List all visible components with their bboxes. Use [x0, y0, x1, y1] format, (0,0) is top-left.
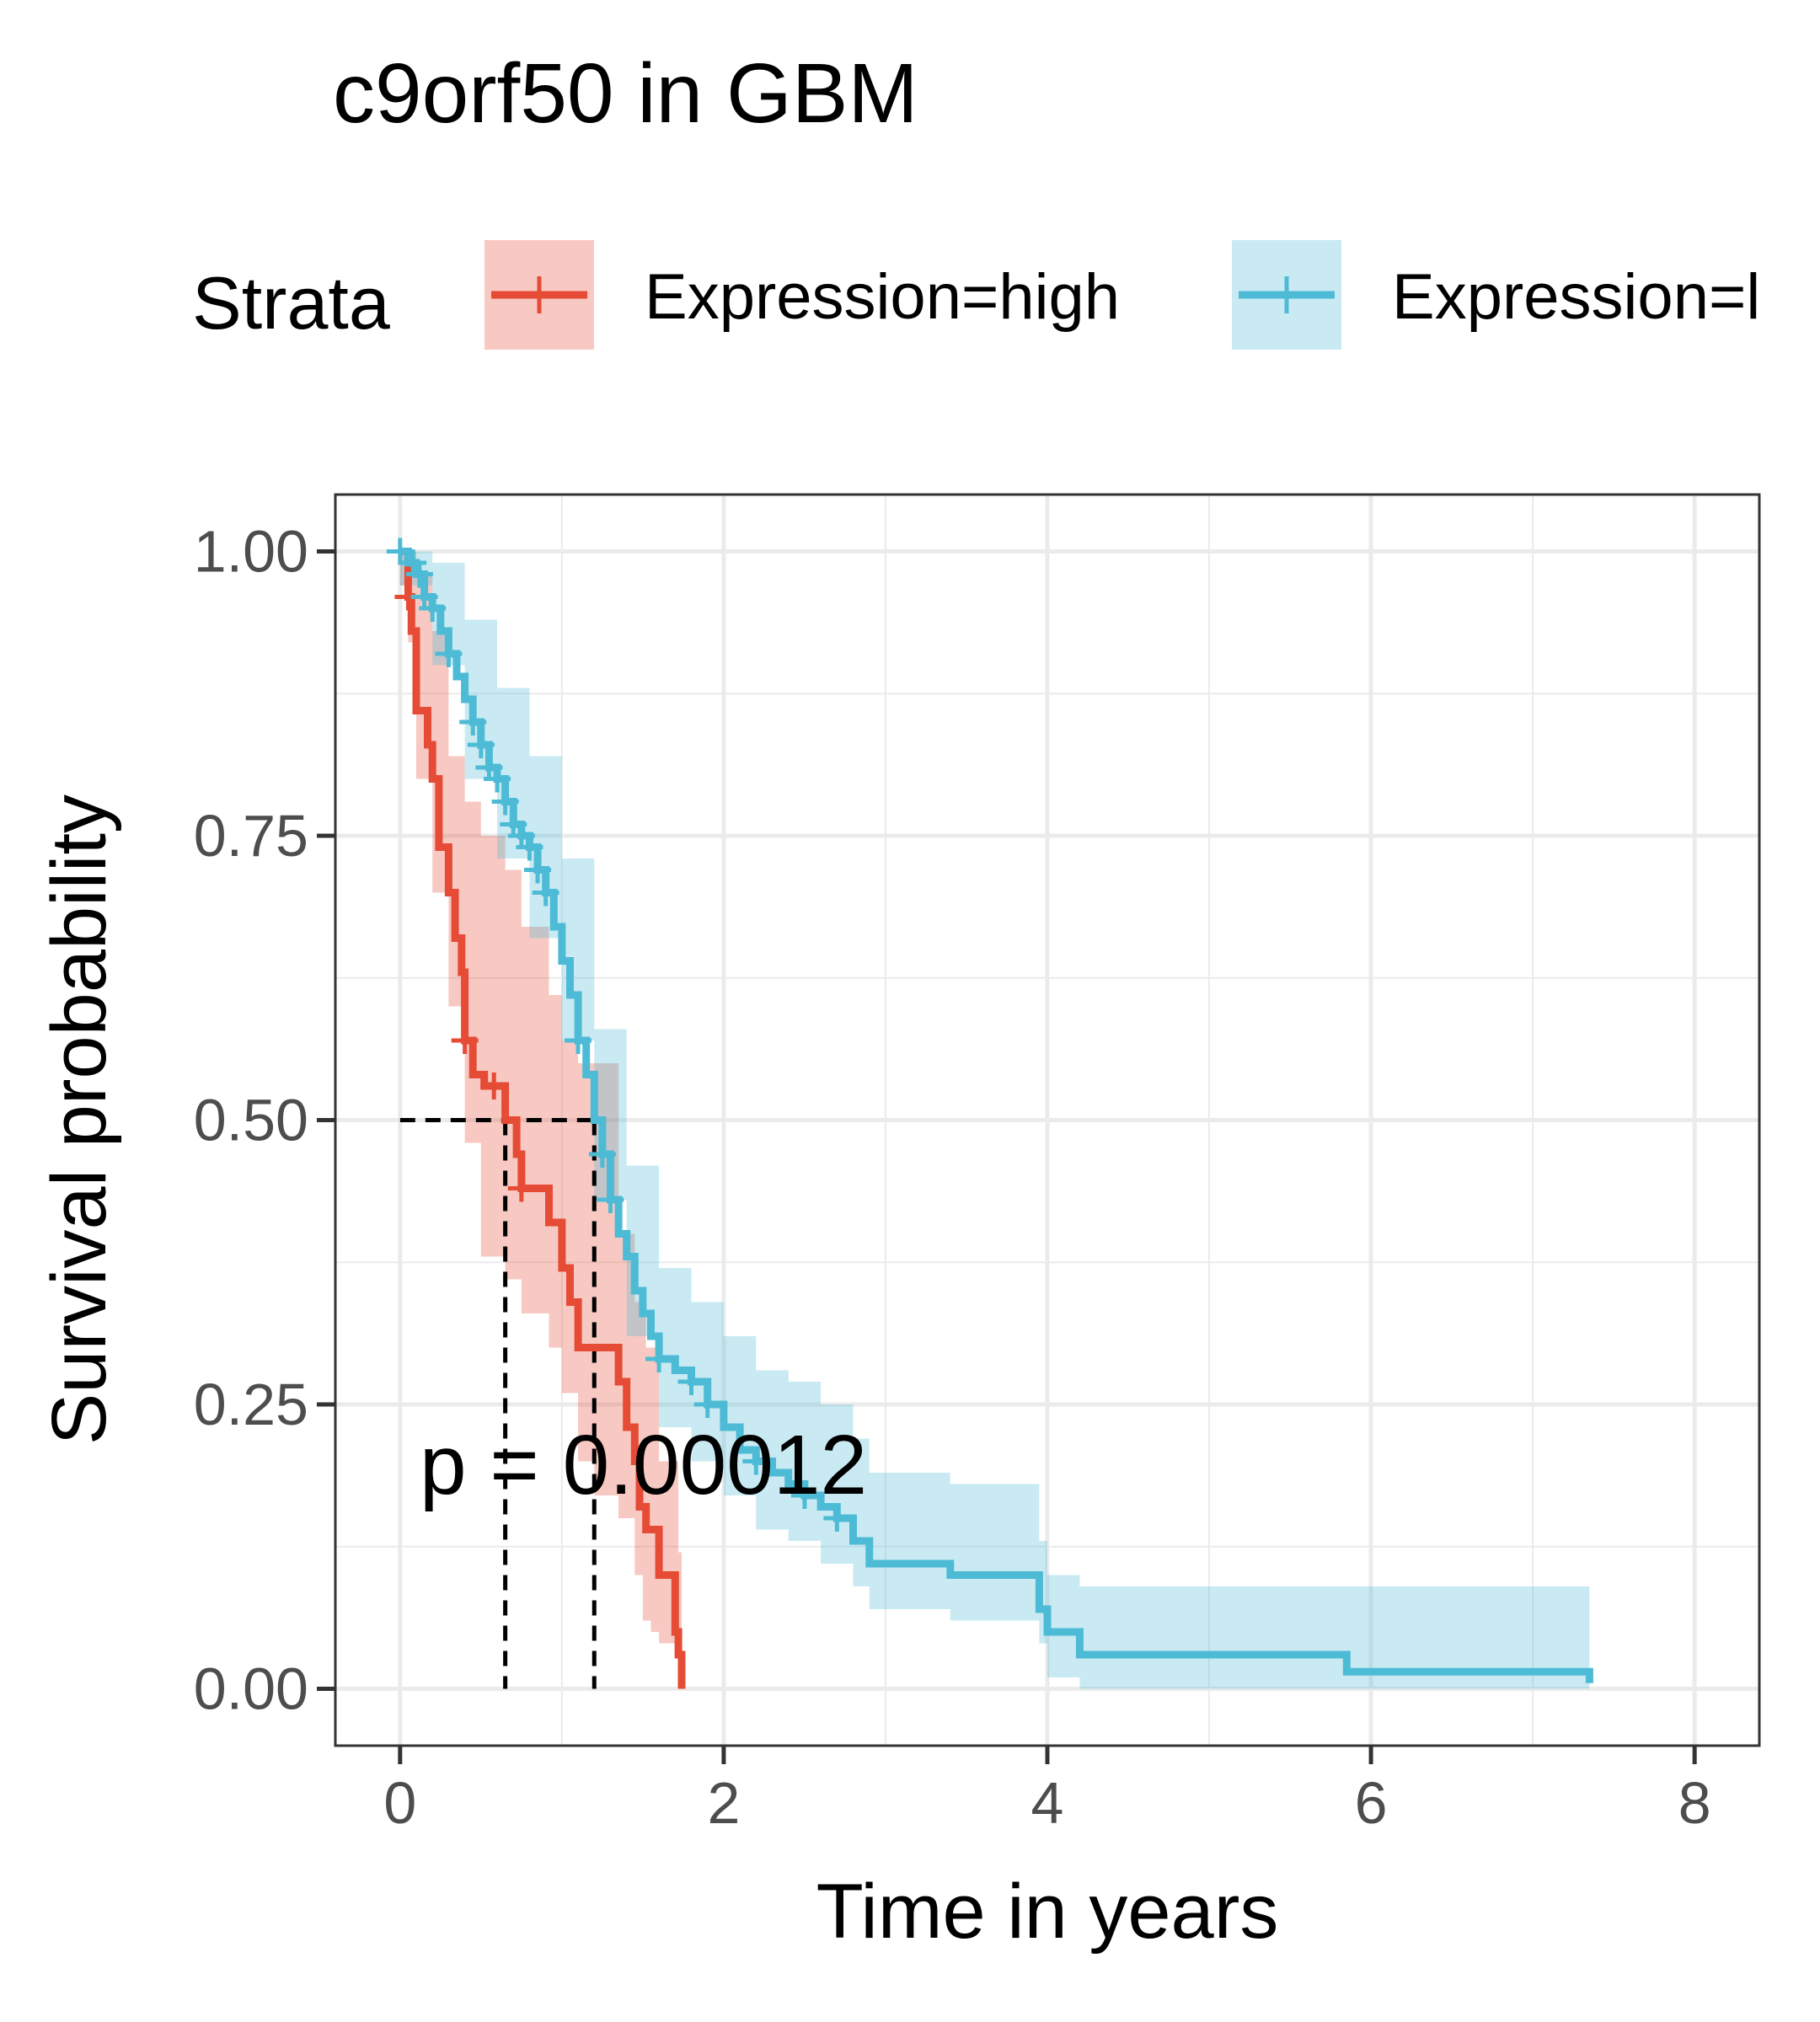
censor-marks — [386, 538, 851, 1532]
y-tick-label: 0.50 — [194, 1088, 308, 1153]
x-tick-label: 8 — [1678, 1770, 1711, 1836]
y-tick-label: 1.00 — [194, 519, 308, 585]
y-tick-label: 0.75 — [194, 803, 308, 869]
x-tick-label: 4 — [1031, 1770, 1064, 1836]
legend-entry-label: Expression=l — [1392, 261, 1760, 333]
legend: Strata Expression=high Expression=l — [192, 240, 1760, 350]
plot-area: p = 0.00012 — [334, 493, 1761, 1747]
legend-title: Strata — [192, 261, 390, 345]
legend-entry-label: Expression=high — [645, 261, 1120, 333]
y-axis: 0.00 0.25 0.50 0.75 1.00 — [194, 519, 335, 1722]
x-tick-label: 0 — [383, 1770, 416, 1836]
x-axis-label: Time in years — [816, 1869, 1279, 1955]
grid-major — [335, 495, 1759, 1746]
y-tick-label: 0.25 — [194, 1372, 308, 1437]
x-axis: 0 2 4 6 8 — [383, 1746, 1711, 1836]
x-tick-label: 2 — [707, 1770, 740, 1836]
median-survival-lines — [399, 1118, 597, 1689]
y-tick-label: 0.00 — [194, 1656, 308, 1722]
legend-entries: Expression=high Expression=l — [484, 240, 1760, 350]
survival-curve-0 — [399, 548, 686, 1689]
x-tick-label: 6 — [1355, 1770, 1388, 1836]
p-value-annotation: p = 0.00012 — [420, 1418, 867, 1512]
chart-title: c9orf50 in GBM — [333, 46, 918, 141]
y-axis-label: Survival probability — [36, 794, 122, 1445]
